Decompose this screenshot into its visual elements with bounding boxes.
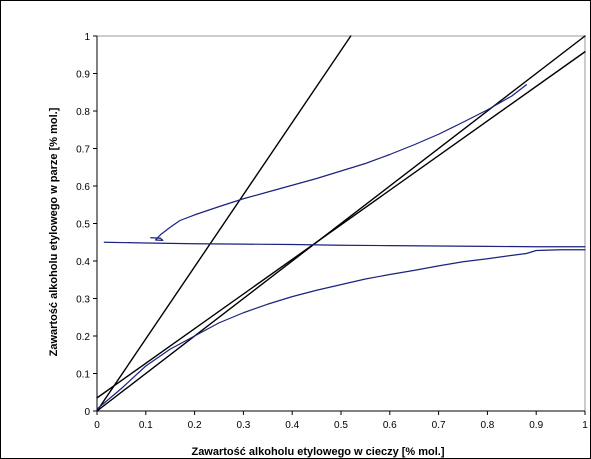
x-tick-label: 0.7 bbox=[432, 420, 446, 431]
x-tick-label: 0.2 bbox=[188, 420, 202, 431]
y-axis-title: Zawartość alkoholu etylowego w parze [% … bbox=[48, 107, 60, 356]
y-tick-label: 0.6 bbox=[76, 182, 90, 193]
x-tick-label: 0 bbox=[94, 420, 100, 431]
series-line-3 bbox=[96, 51, 586, 399]
series-line-1 bbox=[96, 35, 586, 412]
y-tick-label: 0.3 bbox=[76, 295, 90, 306]
series-line-5 bbox=[103, 241, 586, 248]
y-tick-label: 0.9 bbox=[76, 70, 90, 81]
x-tick-label: 0.3 bbox=[236, 420, 250, 431]
x-tick-label: 0.9 bbox=[529, 420, 543, 431]
ticks-layer: 0 0.1 0.2 0.3 0.4 0.5 0.6 0.7 0.8 0.9 1 0 0.1 0.2 0.3 0… bbox=[76, 32, 588, 431]
x-tick-label: 0.8 bbox=[480, 420, 494, 431]
x-tick-label: 1 bbox=[582, 420, 588, 431]
series-line-4 bbox=[96, 249, 586, 410]
x-tick-label: 0.1 bbox=[139, 420, 153, 431]
y-tick-label: 0.2 bbox=[76, 332, 90, 343]
y-tick-label: 0.4 bbox=[76, 257, 90, 268]
series-layer bbox=[96, 35, 586, 412]
series-line-2 bbox=[96, 35, 352, 412]
series-line-6 bbox=[150, 84, 528, 241]
y-tick-label: 0.1 bbox=[76, 370, 90, 381]
x-tick-label: 0.6 bbox=[383, 420, 397, 431]
y-tick-label: 0 bbox=[84, 407, 90, 418]
y-tick-label: 0.7 bbox=[76, 145, 90, 156]
x-tick-label: 0.4 bbox=[285, 420, 299, 431]
x-tick-label: 0.5 bbox=[334, 420, 348, 431]
x-axis-title: Zawartość alkoholu etylowego w cieczy [%… bbox=[191, 446, 444, 458]
y-tick-label: 0.8 bbox=[76, 107, 90, 118]
y-tick-label: 1 bbox=[84, 32, 90, 43]
y-tick-label: 0.5 bbox=[76, 220, 90, 231]
